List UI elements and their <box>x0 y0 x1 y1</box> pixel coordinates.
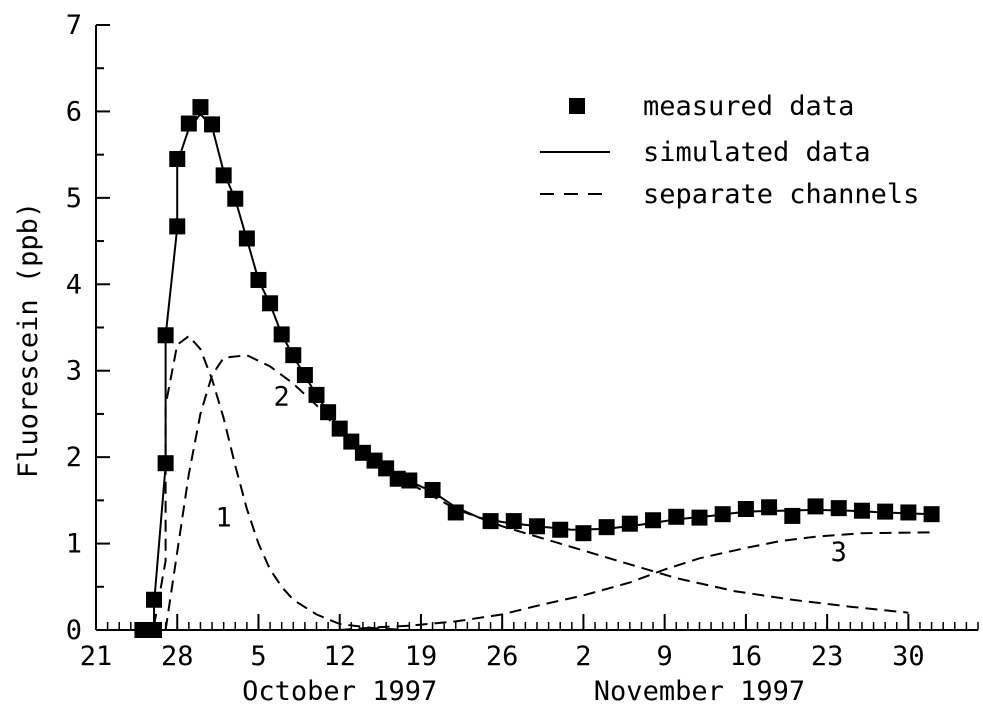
y-tick-label: 2 <box>66 442 82 473</box>
measured-data-marker <box>807 498 824 515</box>
measured-data-marker <box>215 167 232 184</box>
measured-data-marker <box>296 367 313 384</box>
channel-label: 2 <box>274 381 290 412</box>
legend: measured data simulated data separate chan… <box>540 91 919 210</box>
measured-data-marker <box>482 513 499 530</box>
legend-marker-square <box>569 98 585 114</box>
measured-data-marker <box>645 512 662 529</box>
legend-label: simulated data <box>643 137 871 168</box>
measured-data-marker <box>262 295 279 312</box>
channel-label: 3 <box>831 537 847 568</box>
y-axis-label: Fluorescein (ppb) <box>13 202 44 478</box>
measured-data-marker <box>853 502 870 519</box>
measured-data-marker <box>668 508 685 525</box>
measured-data-marker <box>714 506 731 523</box>
measured-data-marker <box>552 521 569 538</box>
annotations-layer: 1 2 3 <box>216 381 847 568</box>
x-month-label: November 1997 <box>594 676 805 707</box>
x-tick-label: 19 <box>405 641 438 672</box>
y-tick-label: 3 <box>66 356 82 387</box>
y-tick-label: 1 <box>66 529 82 560</box>
x-tick-label: 2 <box>575 641 591 672</box>
measured-data-marker <box>180 115 197 132</box>
measured-data-marker <box>830 500 847 517</box>
measured-data-marker <box>238 230 255 247</box>
measured-data-marker <box>157 327 174 344</box>
measured-data-marker <box>877 503 894 520</box>
measured-data-marker <box>691 509 708 526</box>
markers-layer <box>134 99 940 638</box>
measured-data-marker <box>424 481 441 498</box>
measured-data-marker <box>447 504 464 521</box>
measured-data-marker <box>575 525 592 542</box>
y-tick-label: 7 <box>66 10 82 41</box>
y-tick-label: 4 <box>66 269 82 300</box>
measured-data-marker <box>192 99 209 116</box>
measured-data-marker <box>529 518 545 535</box>
x-tick-label: 28 <box>161 641 194 672</box>
measured-data-marker <box>227 190 244 207</box>
measured-data-marker <box>923 506 940 523</box>
y-tick-label: 5 <box>66 183 82 214</box>
measured-data-marker <box>146 591 163 608</box>
measured-data-marker <box>331 420 348 437</box>
y-tick-label: 6 <box>66 96 82 127</box>
x-tick-label: 30 <box>892 641 925 672</box>
measured-data-marker <box>169 218 186 235</box>
measured-data-marker <box>169 150 186 167</box>
measured-data-marker <box>598 519 615 536</box>
x-tick-label: 26 <box>486 641 519 672</box>
measured-data-marker <box>308 386 325 403</box>
x-tick-label: 12 <box>323 641 356 672</box>
measured-data-marker <box>204 116 221 133</box>
measured-data-marker <box>273 326 290 343</box>
measured-data-marker <box>146 622 163 638</box>
measured-data-marker <box>505 513 522 530</box>
x-tick-label: 16 <box>730 641 763 672</box>
measured-data-marker <box>761 499 778 516</box>
channel-3-line <box>339 531 932 631</box>
measured-data-marker <box>784 507 801 524</box>
y-tick-label: 0 <box>66 615 82 646</box>
x-tick-label: 23 <box>811 641 844 672</box>
measured-data-marker <box>157 455 174 472</box>
x-tick-label: 9 <box>657 641 673 672</box>
measured-data-marker <box>320 404 337 421</box>
measured-data-marker <box>900 504 917 521</box>
channel-1-line <box>153 335 410 631</box>
legend-label: separate channels <box>643 179 919 210</box>
measured-data-marker <box>250 271 267 288</box>
x-tick-label: 21 <box>80 641 113 672</box>
measured-data-marker <box>621 515 638 532</box>
measured-data-marker <box>401 472 418 489</box>
x-tick-label: 5 <box>250 641 266 672</box>
x-month-label: October 1997 <box>242 676 437 707</box>
channel-label: 1 <box>216 502 232 533</box>
legend-label: measured data <box>643 91 854 122</box>
measured-data-marker <box>737 501 754 517</box>
measured-data-marker <box>285 347 302 364</box>
